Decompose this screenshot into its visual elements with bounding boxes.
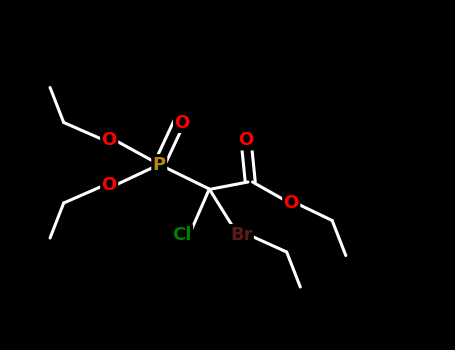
Text: O: O — [174, 113, 190, 132]
Text: O: O — [238, 131, 253, 149]
Text: O: O — [283, 194, 299, 212]
Text: Cl: Cl — [172, 225, 192, 244]
Text: O: O — [101, 131, 117, 149]
Text: O: O — [101, 176, 117, 195]
Text: P: P — [153, 155, 166, 174]
Text: Br: Br — [230, 225, 253, 244]
